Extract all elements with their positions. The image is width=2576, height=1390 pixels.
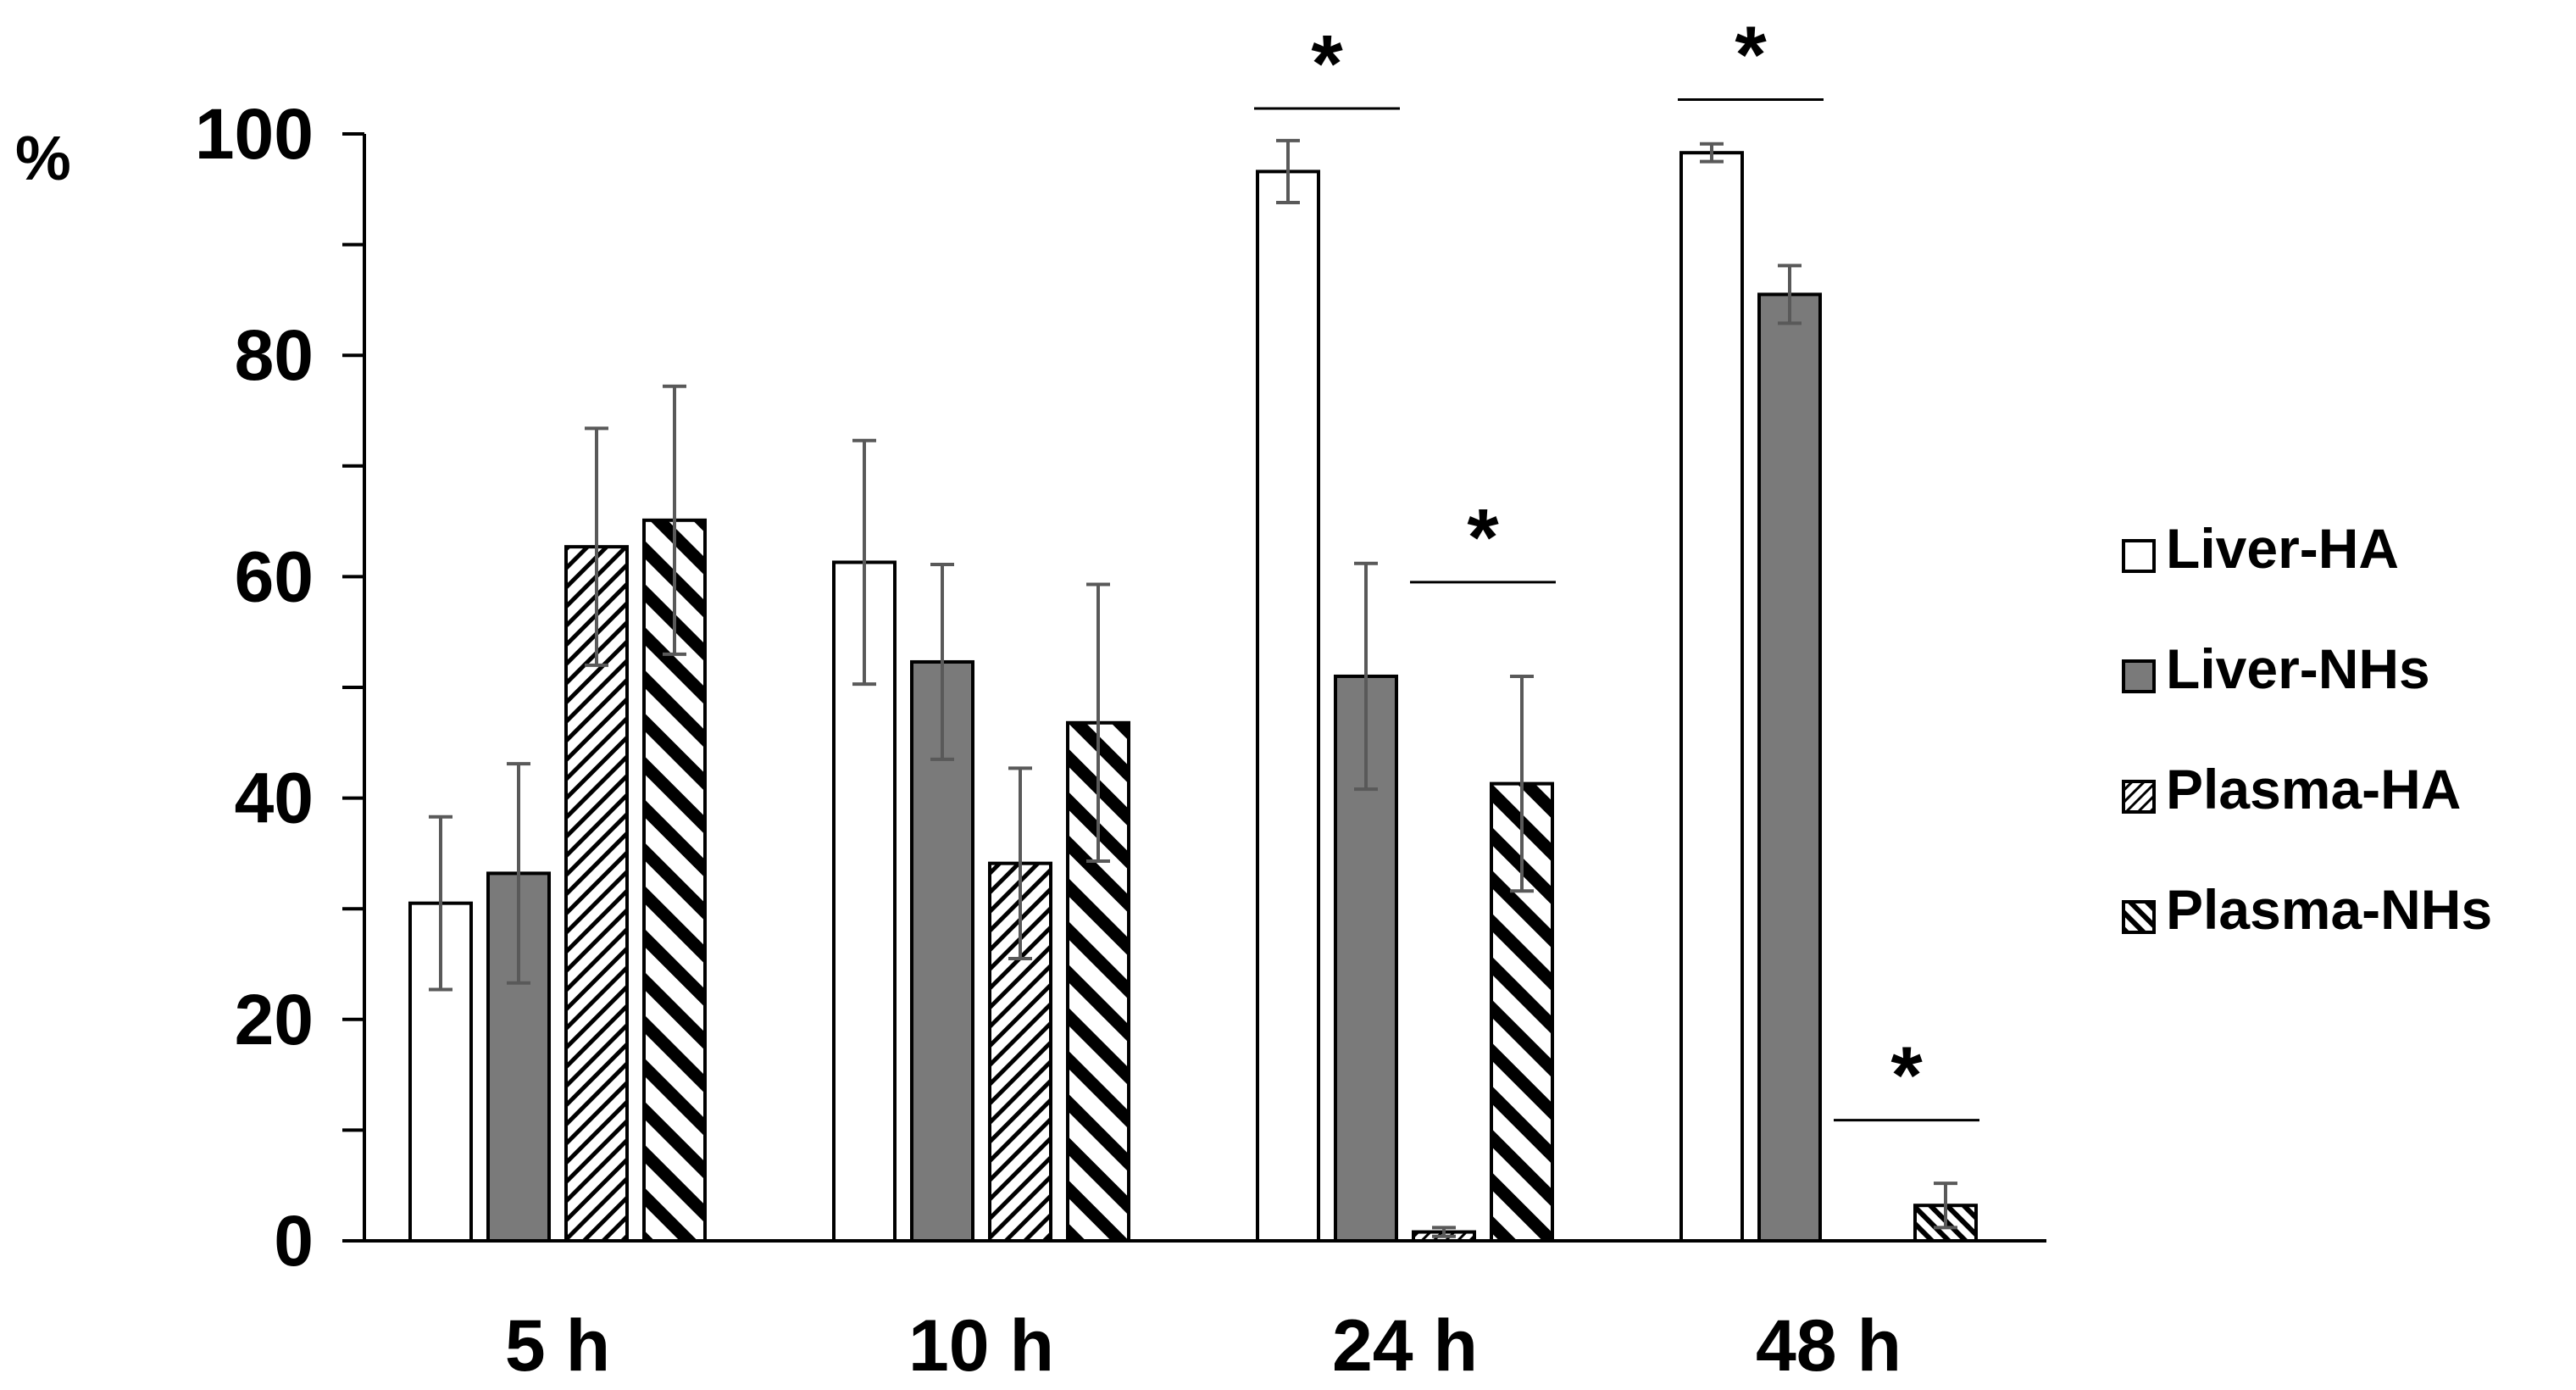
- y-tick-label: 20: [235, 980, 314, 1059]
- bar: [1757, 292, 1822, 1243]
- x-category-label: 5 h: [505, 1305, 610, 1387]
- y-tick-label: 100: [195, 94, 314, 174]
- x-category-label: 48 h: [1756, 1305, 1901, 1387]
- legend-swatch: [2122, 659, 2156, 693]
- bar: [832, 560, 897, 1243]
- axis-labels: 0 20 40 60 80 100% 5 h 10 h 24 h 48 h: [15, 94, 1901, 1387]
- legend-label: Liver-NHs: [2166, 637, 2430, 700]
- significance-star: *: [1311, 19, 1343, 109]
- bar: [1679, 151, 1744, 1243]
- significance-star: *: [1735, 10, 1767, 101]
- y-tick-label: 40: [235, 759, 314, 838]
- x-category-label: 24 h: [1332, 1305, 1478, 1387]
- legend-swatch: [2122, 780, 2156, 814]
- y-tick-label: 80: [235, 315, 314, 395]
- bar: [1256, 170, 1320, 1243]
- y-tick-label: 60: [235, 537, 314, 616]
- y-tick-label: 0: [274, 1201, 314, 1281]
- significance-star: *: [1890, 1031, 1923, 1121]
- legend-label: Plasma-HA: [2166, 758, 2461, 820]
- legend-label: Liver-HA: [2166, 517, 2399, 580]
- bars: [408, 151, 1978, 1243]
- legend-label: Plasma-NHs: [2166, 878, 2492, 941]
- legend-swatch: [2122, 900, 2156, 934]
- error-bars: [429, 138, 1957, 1238]
- legend-swatch: [2122, 539, 2156, 573]
- significance-star: *: [1467, 492, 1499, 583]
- y-axis-unit-label: %: [15, 123, 71, 193]
- bar: [408, 901, 473, 1243]
- bar: [564, 545, 629, 1243]
- legend: Liver-HA Liver-NHs Plasma-HA Plasma-NHs: [2122, 517, 2492, 941]
- significance-markers: * * * *: [1254, 10, 1979, 1122]
- x-category-label: 10 h: [908, 1305, 1054, 1387]
